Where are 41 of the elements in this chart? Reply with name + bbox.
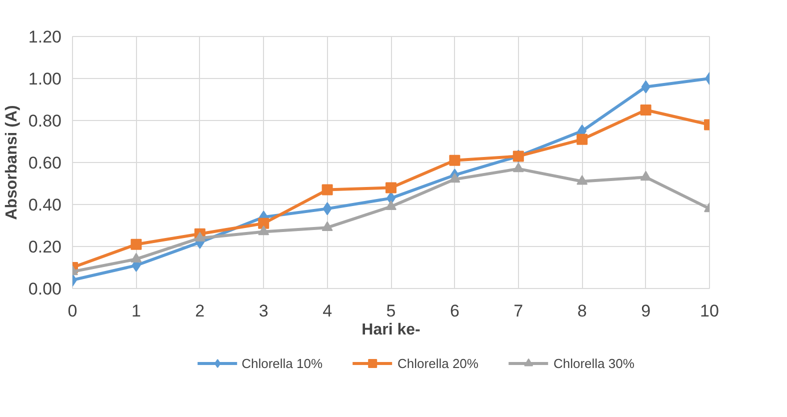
point	[640, 104, 652, 116]
point	[194, 232, 206, 242]
x-tick-label: 8	[577, 302, 587, 320]
point	[449, 173, 460, 183]
y-tick-label: 1.20	[28, 28, 62, 46]
x-tick-label: 2	[195, 302, 205, 320]
x-tick-label: 4	[322, 302, 332, 320]
point	[258, 226, 270, 236]
y-tick-label: 0.20	[28, 238, 62, 256]
point	[576, 175, 588, 185]
x-tick-label: 6	[450, 302, 460, 320]
y-tick-label: 0.80	[28, 112, 62, 130]
y-tick-label: 0.40	[28, 196, 62, 214]
point	[258, 218, 270, 229]
point	[322, 184, 333, 196]
point	[322, 202, 332, 216]
legend-label: Chlorella 20%	[398, 356, 478, 370]
legend-label: Chlorella 30%	[553, 356, 634, 370]
point	[512, 162, 524, 172]
legend-label: Chlorella 10%	[242, 356, 323, 370]
x-tick-label: 0	[68, 302, 78, 320]
x-tick-label: 3	[258, 302, 268, 320]
point	[449, 154, 460, 166]
point	[322, 221, 333, 231]
point	[130, 238, 142, 250]
y-axis-title: Absorbansi (A)	[3, 105, 20, 220]
y-tick-label: 0.60	[28, 154, 62, 172]
point	[576, 134, 588, 145]
point	[640, 170, 652, 181]
x-tick-label: 9	[641, 302, 651, 320]
x-axis-title: Hari ke-	[362, 322, 420, 338]
x-tick-label: 7	[514, 302, 524, 320]
point	[130, 252, 142, 262]
point	[386, 200, 396, 210]
y-tick-label: 1.00	[28, 70, 62, 88]
point	[641, 80, 650, 94]
y-tick-label: 0.00	[28, 280, 62, 298]
point	[386, 182, 396, 194]
x-tick-label: 10	[700, 302, 719, 320]
x-tick-label: 5	[386, 302, 396, 320]
x-tick-label: 1	[131, 302, 141, 320]
